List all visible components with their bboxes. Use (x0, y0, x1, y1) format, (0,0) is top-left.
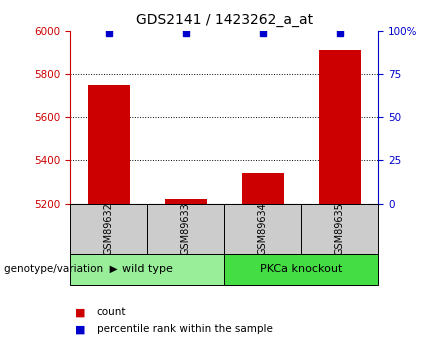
Text: genotype/variation  ▶: genotype/variation ▶ (4, 264, 118, 274)
Bar (224, 204, 301, 254)
Text: GSM89632: GSM89632 (104, 202, 114, 255)
Title: GDS2141 / 1423262_a_at: GDS2141 / 1423262_a_at (136, 13, 313, 27)
Bar (242, 173, 284, 204)
Text: GSM89634: GSM89634 (258, 202, 268, 255)
Text: GSM89635: GSM89635 (335, 202, 345, 255)
Text: ■: ■ (75, 307, 85, 317)
Text: count: count (97, 307, 126, 317)
Bar (319, 50, 361, 204)
Text: GSM89633: GSM89633 (181, 202, 191, 255)
Bar (147, 204, 224, 254)
Bar (224, 254, 378, 285)
Text: PKCa knockout: PKCa knockout (260, 264, 343, 274)
Text: percentile rank within the sample: percentile rank within the sample (97, 325, 273, 334)
Text: wild type: wild type (122, 264, 173, 274)
Bar (301, 204, 378, 254)
Bar (70, 204, 147, 254)
Text: ■: ■ (75, 325, 85, 334)
Bar (70, 254, 224, 285)
Bar (165, 199, 207, 204)
Bar (88, 85, 130, 204)
